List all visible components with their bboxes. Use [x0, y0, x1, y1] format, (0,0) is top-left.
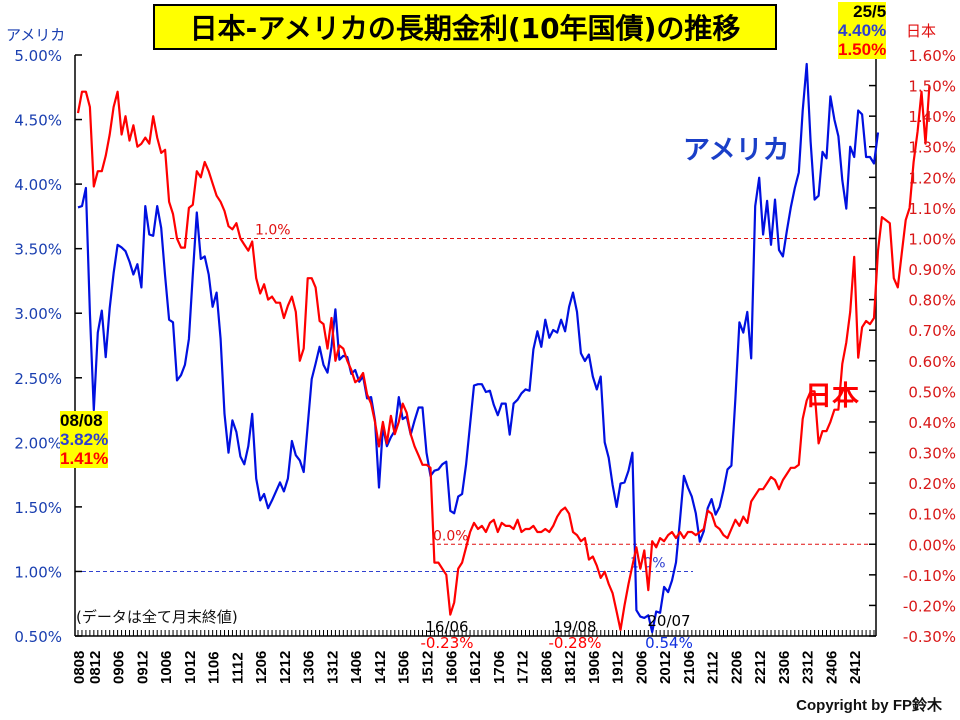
right-tick-label: -0.10%: [903, 567, 956, 585]
x-tick-label: 2212: [752, 651, 769, 684]
x-tick-label: 2006: [633, 651, 650, 684]
end-us-value: 4.40%: [838, 21, 887, 40]
left-tick-label: 0.50%: [14, 628, 62, 646]
x-tick-label: 1206: [253, 651, 270, 684]
series-lines: [76, 62, 931, 634]
x-tick-label: 1106: [206, 651, 223, 684]
axes: [74, 54, 877, 637]
x-tick-label: 1612: [467, 651, 484, 684]
right-tick-label: -0.30%: [903, 628, 956, 646]
right-tick-label: -0.20%: [903, 597, 956, 615]
end-annotation: 25/5 4.40% 1.50%: [838, 2, 887, 59]
x-tick-label: 1406: [348, 651, 365, 684]
right-axis-label: 日本: [906, 22, 937, 40]
start-annotation: 08/08 3.82% 1.41%: [60, 411, 109, 468]
x-tick-label: 1906: [586, 651, 603, 684]
low-value-label: -0.28%: [548, 634, 601, 652]
right-tick-label: 1.40%: [908, 108, 956, 126]
end-date: 25/5: [853, 2, 887, 21]
x-tick-label: 1006: [158, 651, 175, 684]
data-note: (データは全て月末終値): [76, 608, 238, 626]
x-tick-label: 0906: [111, 651, 128, 684]
left-tick-label: 1.00%: [14, 563, 62, 581]
x-tick-label: 1012: [182, 651, 199, 684]
x-tick-label: 1912: [610, 651, 627, 684]
left-axis-label: アメリカ: [6, 26, 66, 44]
x-tick-label: 1306: [301, 651, 318, 684]
left-tick-label: 2.50%: [14, 370, 62, 388]
right-tick-label: 0.80%: [908, 292, 956, 310]
axis-labels: 5.00% 4.50% 4.00% 3.50% 3.00% 2.50% 2.00% 1.50%…: [14, 47, 956, 684]
start-us-value: 3.82%: [60, 430, 109, 449]
right-tick-label: 0.30%: [908, 445, 956, 463]
copyright: Copyright by FP鈴木: [796, 697, 942, 714]
left-tick-label: 3.00%: [14, 305, 62, 323]
x-tick-label: 1812: [562, 651, 579, 684]
left-tick-label: 3.50%: [14, 241, 62, 259]
low-date-label: 19/08: [553, 618, 596, 636]
reference-lines: 1.0%0.0%1.0%: [75, 222, 876, 572]
x-tick-label: 2012: [657, 651, 674, 684]
series-label-us: アメリカ: [683, 135, 790, 166]
left-tick-label: 1.50%: [14, 499, 62, 517]
series-label-jp: 日本: [805, 381, 859, 412]
x-tick-label: 2206: [728, 651, 745, 684]
reference-line-label: 1.0%: [255, 222, 291, 238]
right-tick-label: 0.50%: [908, 383, 956, 401]
chart-title: 日本-アメリカの長期金利(10年国債)の推移: [153, 4, 777, 50]
x-tick-label: 1706: [491, 651, 508, 684]
x-tick-label: 1606: [443, 651, 460, 684]
right-tick-label: 0.10%: [908, 506, 956, 524]
right-tick-label: 0.20%: [908, 475, 956, 493]
x-tick-label: 2112: [705, 651, 722, 684]
x-tick-label: 0808: [71, 651, 88, 684]
x-tick-label: 1506: [396, 651, 413, 684]
right-tick-label: 0.40%: [908, 414, 956, 432]
x-tick-label: 1412: [372, 651, 389, 684]
right-tick-label: 1.10%: [908, 200, 956, 218]
x-tick-label: 1112: [229, 652, 246, 684]
end-jp-value: 1.50%: [838, 40, 887, 59]
reference-line-label: 0.0%: [433, 528, 469, 544]
low-date-label: 20/07: [647, 612, 690, 630]
x-tick-label: 2312: [800, 651, 817, 684]
right-tick-label: 0.70%: [908, 322, 956, 340]
right-tick-label: 1.50%: [908, 78, 956, 96]
right-tick-label: 0.00%: [908, 536, 956, 554]
right-tick-label: 0.90%: [908, 261, 956, 279]
x-tick-label: 1312: [324, 651, 341, 684]
right-tick-label: 1.20%: [908, 169, 956, 187]
x-tick-label: 1212: [277, 651, 294, 684]
x-tick-label: 0812: [87, 651, 104, 684]
left-tick-label: 4.00%: [14, 176, 62, 194]
right-tick-label: 1.30%: [908, 139, 956, 157]
left-tick-label: 4.50%: [14, 112, 62, 130]
left-tick-label: 2.00%: [14, 434, 62, 452]
series-line-japan: [76, 85, 931, 632]
x-tick-label: 1512: [419, 651, 436, 684]
series-line-us: [77, 62, 880, 634]
x-tick-label: 2412: [847, 651, 864, 684]
right-tick-label: 0.60%: [908, 353, 956, 371]
right-tick-label: 1.00%: [908, 230, 956, 248]
low-value-label: -0.23%: [420, 634, 473, 652]
start-jp-value: 1.41%: [60, 449, 109, 468]
x-tick-label: 2106: [681, 651, 698, 684]
right-tick-label: 1.60%: [908, 47, 956, 65]
left-tick-label: 5.00%: [14, 47, 62, 65]
start-date: 08/08: [60, 411, 103, 430]
x-tick-label: 1806: [538, 651, 555, 684]
x-tick-label: 2306: [776, 651, 793, 684]
low-value-label: 0.54%: [645, 634, 693, 652]
low-date-label: 16/06: [425, 618, 468, 636]
x-tick-label: 2406: [823, 651, 840, 684]
x-tick-label: 0912: [134, 651, 151, 684]
x-tick-label: 1712: [515, 651, 532, 684]
